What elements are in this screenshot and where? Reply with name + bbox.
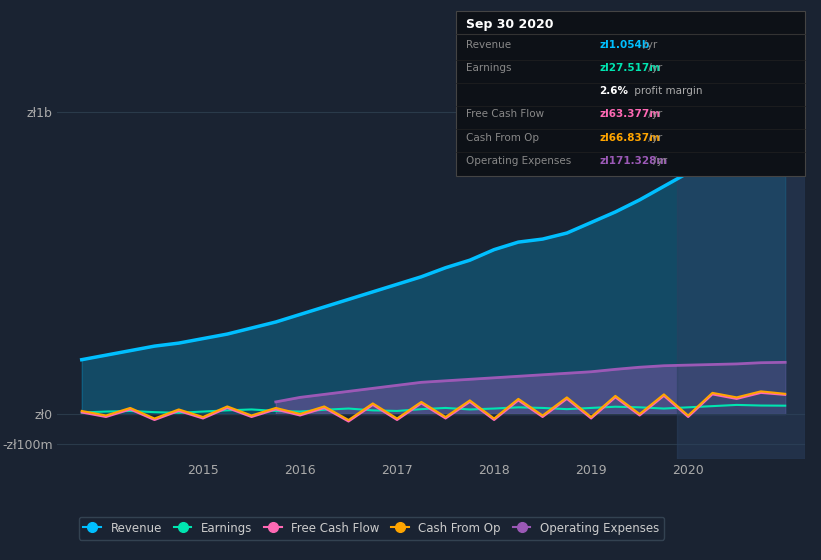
Text: /yr: /yr bbox=[640, 40, 658, 50]
Text: zl171.328m: zl171.328m bbox=[599, 156, 667, 166]
Text: zl1.054b: zl1.054b bbox=[599, 40, 649, 50]
Text: Operating Expenses: Operating Expenses bbox=[466, 156, 571, 166]
Bar bbox=[677, 67, 805, 459]
Text: zl27.517m: zl27.517m bbox=[599, 63, 660, 73]
Text: Cash From Op: Cash From Op bbox=[466, 133, 539, 143]
Text: /yr: /yr bbox=[645, 133, 663, 143]
Text: /yr: /yr bbox=[645, 110, 663, 119]
Text: Free Cash Flow: Free Cash Flow bbox=[466, 110, 544, 119]
Text: Sep 30 2020: Sep 30 2020 bbox=[466, 18, 553, 31]
Text: /yr: /yr bbox=[650, 156, 667, 166]
Text: Earnings: Earnings bbox=[466, 63, 511, 73]
Text: Revenue: Revenue bbox=[466, 40, 511, 50]
Text: /yr: /yr bbox=[645, 63, 663, 73]
Text: zl63.377m: zl63.377m bbox=[599, 110, 660, 119]
Text: profit margin: profit margin bbox=[631, 86, 702, 96]
Text: 2.6%: 2.6% bbox=[599, 86, 628, 96]
Legend: Revenue, Earnings, Free Cash Flow, Cash From Op, Operating Expenses: Revenue, Earnings, Free Cash Flow, Cash … bbox=[79, 517, 664, 539]
Text: zl66.837m: zl66.837m bbox=[599, 133, 660, 143]
